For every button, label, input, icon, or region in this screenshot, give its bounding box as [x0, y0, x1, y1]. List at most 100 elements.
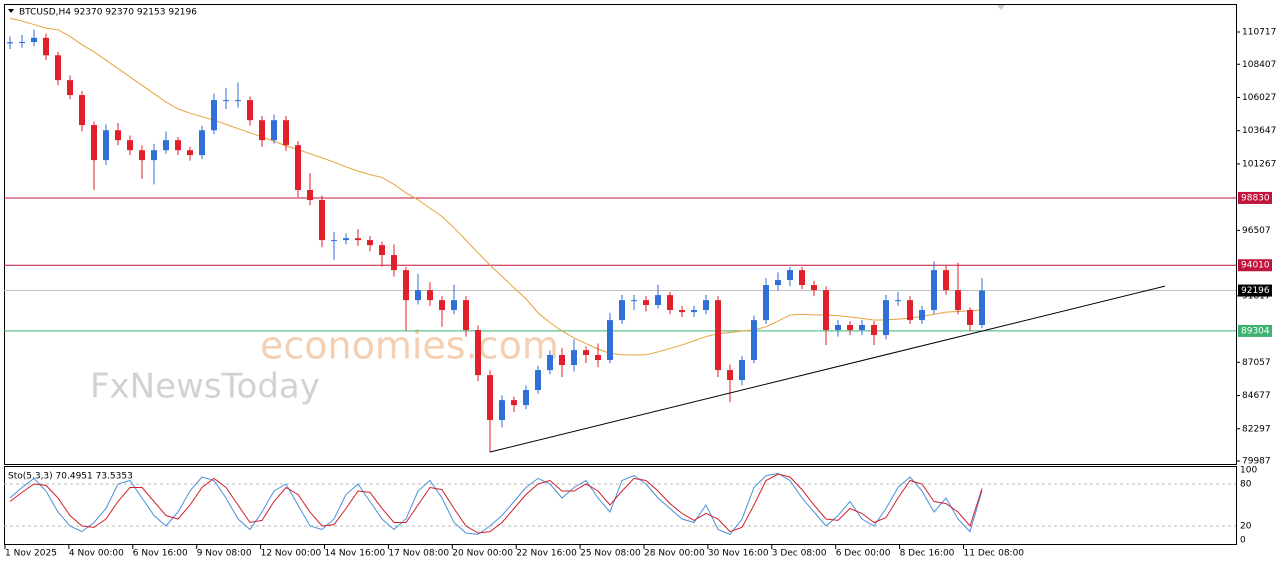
candle-body: [907, 300, 913, 321]
x-tick-label: 25 Nov 08:00: [580, 549, 641, 559]
candle-body: [415, 290, 421, 301]
menu-arrow[interactable]: [8, 9, 14, 13]
x-tick-label: 20 Nov 00:00: [452, 549, 513, 559]
candle-body: [967, 310, 973, 325]
shift-marker: [997, 5, 1005, 10]
last-price-box: [1238, 284, 1272, 297]
oscillator-tick-label: 20: [1240, 522, 1252, 532]
candle-body: [499, 400, 505, 421]
candle-body: [487, 375, 493, 421]
oscillator-tick-label: 100: [1240, 466, 1257, 476]
candle-body: [343, 238, 349, 241]
candle-body: [943, 270, 949, 291]
level-label-box: [1238, 324, 1272, 337]
candle-body: [751, 320, 757, 361]
candle-body: [571, 350, 577, 366]
candle-body: [871, 324, 877, 336]
candle-body: [331, 240, 337, 242]
candle-body: [439, 300, 445, 311]
candle-body: [919, 310, 925, 321]
candle-body: [979, 290, 985, 325]
x-tick-label: 12 Nov 00:00: [261, 549, 322, 559]
candle-body: [475, 330, 481, 376]
level-label-box: [1238, 259, 1272, 272]
main-pane: [4, 4, 1237, 465]
candle-body: [583, 350, 589, 355]
candle-body: [787, 270, 793, 281]
trendline: [489, 285, 1166, 453]
x-tick-label: 9 Nov 08:00: [197, 549, 252, 559]
oscillator-tick-label: 80: [1240, 480, 1252, 490]
candle-body: [631, 300, 637, 302]
x-tick-label: 30 Nov 16:00: [708, 549, 769, 559]
oscillator-pane: [4, 466, 1237, 545]
candle-body: [199, 130, 205, 156]
candle-body: [151, 150, 157, 161]
x-tick-label: 8 Dec 16:00: [900, 549, 955, 559]
x-tick-label: 3 Dec 08:00: [772, 549, 827, 559]
chart-title: BTCUSD,H4 92370 92370 92153 92196: [19, 8, 197, 18]
candle-body: [103, 130, 109, 161]
candle-body: [535, 370, 541, 391]
candle-body: [367, 240, 373, 246]
y-tick-label: 103647: [1242, 126, 1276, 136]
candle-body: [895, 300, 901, 302]
level-label-box: [1238, 191, 1272, 204]
oscillator-line: [9, 473, 983, 534]
candle-body: [715, 300, 721, 371]
x-tick-label: 17 Nov 08:00: [388, 549, 449, 559]
candle-body: [511, 400, 517, 406]
x-tick-label: 1 Nov 2025: [5, 549, 57, 559]
candle-body: [823, 290, 829, 331]
oscillator-tick-label: 0: [1240, 536, 1246, 546]
level-label: 89304: [1241, 326, 1270, 336]
candle-body: [259, 120, 265, 141]
x-tick-label: 28 Nov 00:00: [644, 549, 705, 559]
candle-body: [55, 55, 61, 81]
candle-body: [667, 295, 673, 311]
y-tick-label: 106027: [1242, 93, 1276, 103]
candle-body: [7, 42, 13, 44]
candle-body: [847, 324, 853, 331]
candle-body: [523, 390, 529, 406]
candle-body: [379, 245, 385, 256]
candle-body: [727, 370, 733, 380]
candle-body: [655, 295, 661, 306]
candle-body: [31, 37, 37, 43]
level-label: 98830: [1241, 193, 1270, 203]
candle-body: [679, 310, 685, 313]
y-tick-label: 87057: [1242, 358, 1271, 368]
candle-body: [931, 270, 937, 311]
y-tick-label: 108407: [1242, 60, 1276, 70]
candle-body: [427, 290, 433, 301]
x-tick-label: 22 Nov 16:00: [516, 549, 577, 559]
candle-body: [883, 300, 889, 336]
candle-body: [115, 130, 121, 141]
y-tick-label: 82297: [1242, 424, 1271, 434]
candle-body: [307, 189, 313, 201]
candle-body: [139, 150, 145, 161]
x-tick-label: 11 Dec 08:00: [964, 549, 1025, 559]
candle-body: [559, 354, 565, 366]
candle-body: [703, 300, 709, 311]
candle-body: [691, 310, 697, 313]
candle-body: [451, 300, 457, 311]
oscillator-label: Sto(5,3,3) 70.4951 73.5353: [8, 472, 133, 482]
x-tick-label: 14 Nov 16:00: [325, 549, 386, 559]
candle-body: [955, 290, 961, 311]
moving-average: [9, 17, 983, 356]
candle-body: [859, 324, 865, 331]
candle-body: [547, 354, 553, 371]
candle-body: [211, 100, 217, 131]
candle-body: [355, 238, 361, 241]
candle-body: [595, 354, 601, 361]
candle-body: [43, 37, 49, 56]
candle-body: [835, 324, 841, 331]
candle-body: [799, 270, 805, 286]
x-tick-label: 4 Nov 00:00: [69, 549, 124, 559]
candle-body: [463, 300, 469, 331]
candle-body: [235, 100, 241, 102]
candle-body: [271, 120, 277, 141]
